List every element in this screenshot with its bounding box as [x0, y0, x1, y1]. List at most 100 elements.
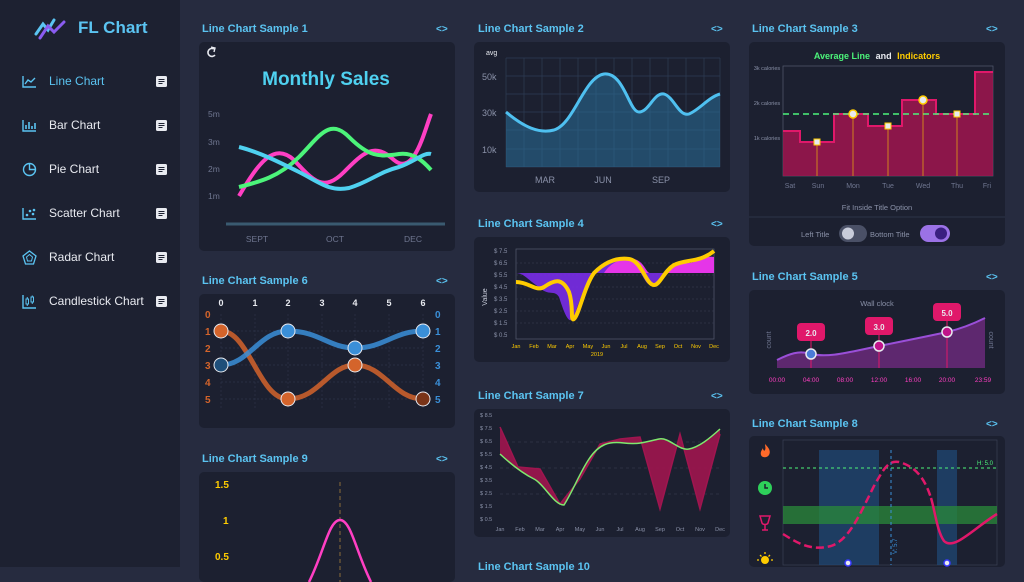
tick-label: 5: [205, 395, 211, 406]
chart-title: Wall clock: [860, 299, 894, 308]
tick-label: 5m: [208, 109, 220, 119]
data-point: [347, 357, 363, 373]
bottom-title-toggle[interactable]: [920, 225, 950, 242]
refresh-icon[interactable]: [207, 46, 216, 58]
series-line: [929, 497, 998, 545]
series-line: [238, 126, 433, 189]
tick-label: Jul: [616, 527, 623, 533]
sidebar-item-label: Line Chart: [49, 74, 105, 88]
tick-label: 12:00: [871, 377, 888, 384]
code-icon[interactable]: <>: [711, 391, 723, 402]
card-sample-5: Wall clock count count 2.0 3.0 5.0 00:00…: [749, 290, 1005, 394]
tick-label: 1: [223, 516, 229, 527]
document-icon[interactable]: [156, 119, 167, 131]
data-point: [415, 323, 431, 339]
sidebar-item-pie-chart[interactable]: Pie Chart: [22, 157, 167, 181]
code-icon[interactable]: <>: [986, 24, 998, 35]
tick-label: 1: [205, 327, 211, 338]
chart-sample-2: avg 50k 30k 10k MAR JUN SEP: [482, 50, 721, 185]
card-title-sample-4: Line Chart Sample 4: [478, 218, 584, 230]
tick-label: OCT: [326, 234, 344, 244]
tick-label: Apr: [566, 344, 575, 350]
tick-label: $ 7.5: [480, 426, 492, 432]
tick-label: Mar: [535, 527, 545, 533]
data-point: [213, 357, 229, 373]
chart-title: Average Line and Indicators: [814, 51, 940, 61]
tick-label: 1.5: [215, 480, 229, 491]
option-caption: Fit Inside Title Option: [842, 203, 912, 212]
code-icon[interactable]: <>: [436, 276, 448, 287]
card-title-sample-8: Line Chart Sample 8: [752, 418, 858, 430]
tick-label: 23:59: [975, 377, 992, 384]
tick-label: SEP: [652, 175, 670, 185]
sidebar-item-bar-chart[interactable]: Bar Chart: [22, 113, 167, 137]
card-title-sample-9: Line Chart Sample 9: [202, 453, 308, 465]
tooltip-value: 5.0: [941, 309, 953, 318]
tick-label: $ 1.5: [480, 504, 492, 510]
tick-label: $ 5.5: [494, 273, 508, 279]
series-line: [238, 145, 432, 191]
tick-label: $ 0.5: [480, 517, 492, 523]
tick-label: Wed: [916, 183, 930, 190]
sidebar-item-candlestick-chart[interactable]: Candlestick Chart: [22, 289, 167, 313]
tick-label: 30k: [482, 108, 497, 118]
code-icon[interactable]: <>: [711, 24, 723, 35]
axis-label: count: [987, 331, 994, 348]
series-line: [505, 72, 721, 133]
code-icon[interactable]: <>: [436, 24, 448, 35]
left-title-toggle[interactable]: [839, 225, 867, 242]
card-sample-3: Average Line and Indicators 3k calories …: [749, 42, 1005, 246]
tick-label: Mar: [547, 344, 557, 350]
sidebar-item-label: Bar Chart: [49, 118, 101, 132]
tick-label: 04:00: [803, 377, 820, 384]
tick-label: $ 4.5: [494, 285, 508, 291]
data-point: [844, 559, 852, 567]
code-icon[interactable]: <>: [986, 419, 998, 430]
sidebar-item-label: Pie Chart: [49, 162, 100, 176]
card-title-sample-6: Line Chart Sample 6: [202, 275, 308, 287]
sidebar-item-line-chart[interactable]: Line Chart: [22, 69, 167, 93]
tick-label: 1m: [208, 191, 220, 201]
tick-label: Sun: [812, 183, 825, 190]
tick-label: 0.5: [215, 552, 229, 563]
area-fill: [506, 73, 720, 167]
code-icon[interactable]: <>: [436, 454, 448, 465]
card-title-sample-2: Line Chart Sample 2: [478, 23, 584, 35]
sidebar-item-radar-chart[interactable]: Radar Chart: [22, 245, 167, 269]
series-line: [515, 249, 716, 322]
tick-label: Thu: [951, 183, 963, 190]
tick-label: $ 2.5: [494, 309, 508, 315]
document-icon[interactable]: [156, 163, 167, 175]
sidebar-item-scatter-chart[interactable]: Scatter Chart: [22, 201, 167, 225]
tick-label: 1: [252, 298, 257, 308]
sidebar-item-label: Radar Chart: [49, 250, 115, 264]
tick-label: May: [583, 344, 594, 350]
app-logo[interactable]: FL Chart: [34, 16, 148, 40]
code-icon[interactable]: <>: [986, 272, 998, 283]
tick-label: $ 1.5: [494, 321, 508, 327]
document-icon[interactable]: [156, 75, 167, 87]
document-icon[interactable]: [156, 251, 167, 263]
tick-label: 20:00: [939, 377, 956, 384]
tick-label: JUN: [594, 175, 612, 185]
tick-label: 1k calories: [754, 136, 781, 142]
data-point: [873, 340, 885, 352]
candlestick-chart-icon: [22, 294, 36, 309]
tick-label: Apr: [556, 527, 565, 533]
card-sample-9: 1.5 1 0.5: [199, 472, 455, 582]
tick-label: Sat: [785, 183, 796, 190]
document-icon[interactable]: [156, 295, 167, 307]
tick-label: Jul: [620, 344, 627, 350]
bar-chart-icon: [22, 119, 36, 132]
axis-label: avg: [486, 50, 497, 57]
clock-icon: [758, 481, 772, 495]
pie-chart-icon: [22, 162, 37, 176]
data-point: [953, 110, 961, 118]
sidebar: FL Chart Line Chart Bar Chart Pie Chart …: [0, 0, 180, 567]
chart-sample-4: Value $ 7.5 $ 6.5 $ 5.5 $ 4.5 $ 3.5 $ 2.…: [482, 248, 719, 358]
tick-label: Feb: [529, 344, 538, 350]
tick-label: $ 3.5: [494, 297, 508, 303]
code-icon[interactable]: <>: [711, 219, 723, 230]
tick-label: 00:00: [769, 377, 786, 384]
document-icon[interactable]: [156, 207, 167, 219]
